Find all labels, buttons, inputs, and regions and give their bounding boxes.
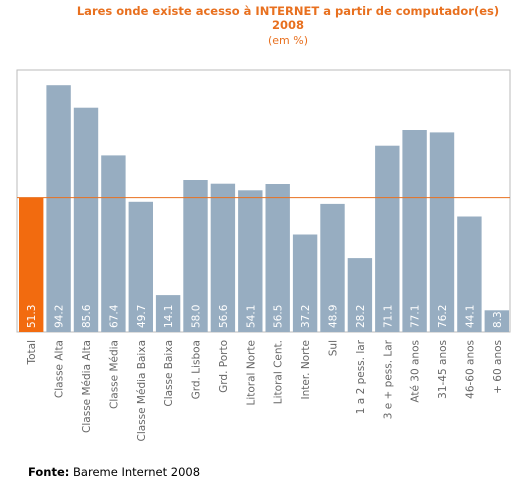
category-label: Grd. Lisboa: [191, 340, 203, 399]
bar: [46, 85, 71, 332]
bar: [210, 183, 236, 332]
bar: [183, 180, 208, 332]
bar-value-label: 56.6: [218, 304, 230, 328]
bar: [320, 203, 345, 332]
bar-value-label: 67.4: [108, 304, 120, 328]
bar-value-label: 71.1: [382, 305, 394, 328]
source-label: Fonte:: [28, 465, 70, 479]
bar-value-label: 48.9: [328, 305, 340, 328]
plot-frame: [16, 69, 511, 333]
bar-value-label: 28.2: [355, 305, 367, 328]
bar-value-label: 8.3: [492, 311, 504, 328]
source-text: Bareme Internet 2008: [69, 465, 201, 479]
bar-value-label: 51.3: [26, 305, 38, 328]
bar: [292, 234, 318, 332]
bar: [155, 295, 181, 332]
category-label: Litoral Norte: [245, 340, 257, 406]
category-label: Até 30 anos: [410, 340, 422, 403]
bar-value-label: 85.6: [81, 304, 93, 328]
category-label: 31-45 anos: [437, 340, 449, 399]
bar: [101, 155, 126, 332]
bar-value-label: 54.1: [245, 305, 257, 328]
bar: [128, 201, 153, 332]
category-label: Grd. Porto: [218, 340, 230, 393]
bar-value-label: 58.0: [191, 305, 203, 328]
category-label: 46-60 anos: [464, 340, 476, 399]
category-label: Sul: [328, 340, 340, 356]
bar: [238, 190, 263, 332]
bar-value-label: 37.2: [300, 305, 312, 328]
chart-title: Lares onde existe acesso à INTERNET a pa…: [60, 4, 516, 32]
chart-title-line1: Lares onde existe acesso à INTERNET a pa…: [76, 4, 500, 18]
bar-value-label: 49.7: [136, 305, 148, 328]
bar-value-label: 94.2: [54, 305, 66, 328]
category-label: + 60 anos: [492, 340, 504, 394]
bar-value-label: 77.1: [410, 305, 422, 328]
bar: [457, 216, 482, 332]
bar-value-label: 76.2: [437, 305, 449, 328]
category-label: Litoral Cent.: [273, 340, 285, 404]
source-note: Fonte: Bareme Internet 2008: [28, 465, 200, 479]
category-label: 1 a 2 pess. lar: [355, 339, 367, 414]
category-label: Classe Baixa: [163, 340, 175, 407]
chart-subtitle: (em %): [267, 34, 308, 47]
bar: [484, 310, 509, 332]
bar-value-label: 56.5: [273, 305, 285, 328]
bar: [347, 258, 373, 332]
category-label: Inter. Norte: [300, 340, 312, 400]
bar-value-label: 14.1: [163, 305, 175, 328]
bar: [402, 130, 427, 332]
category-label: 3 e + pess. Lar: [382, 339, 394, 419]
category-label: Classe Média Alta: [81, 340, 93, 433]
category-label: Classe Alta: [54, 340, 66, 398]
bar: [73, 107, 99, 332]
chart-title-line2: 2008: [271, 18, 304, 32]
category-label: Total: [26, 340, 38, 366]
bar: [265, 184, 290, 332]
category-label: Classe Média: [108, 340, 120, 409]
bar-value-label: 44.1: [464, 305, 476, 328]
bar: [375, 145, 400, 332]
category-label: Classe Média Baixa: [136, 340, 148, 442]
bar: [19, 197, 44, 332]
bar: [429, 132, 455, 332]
